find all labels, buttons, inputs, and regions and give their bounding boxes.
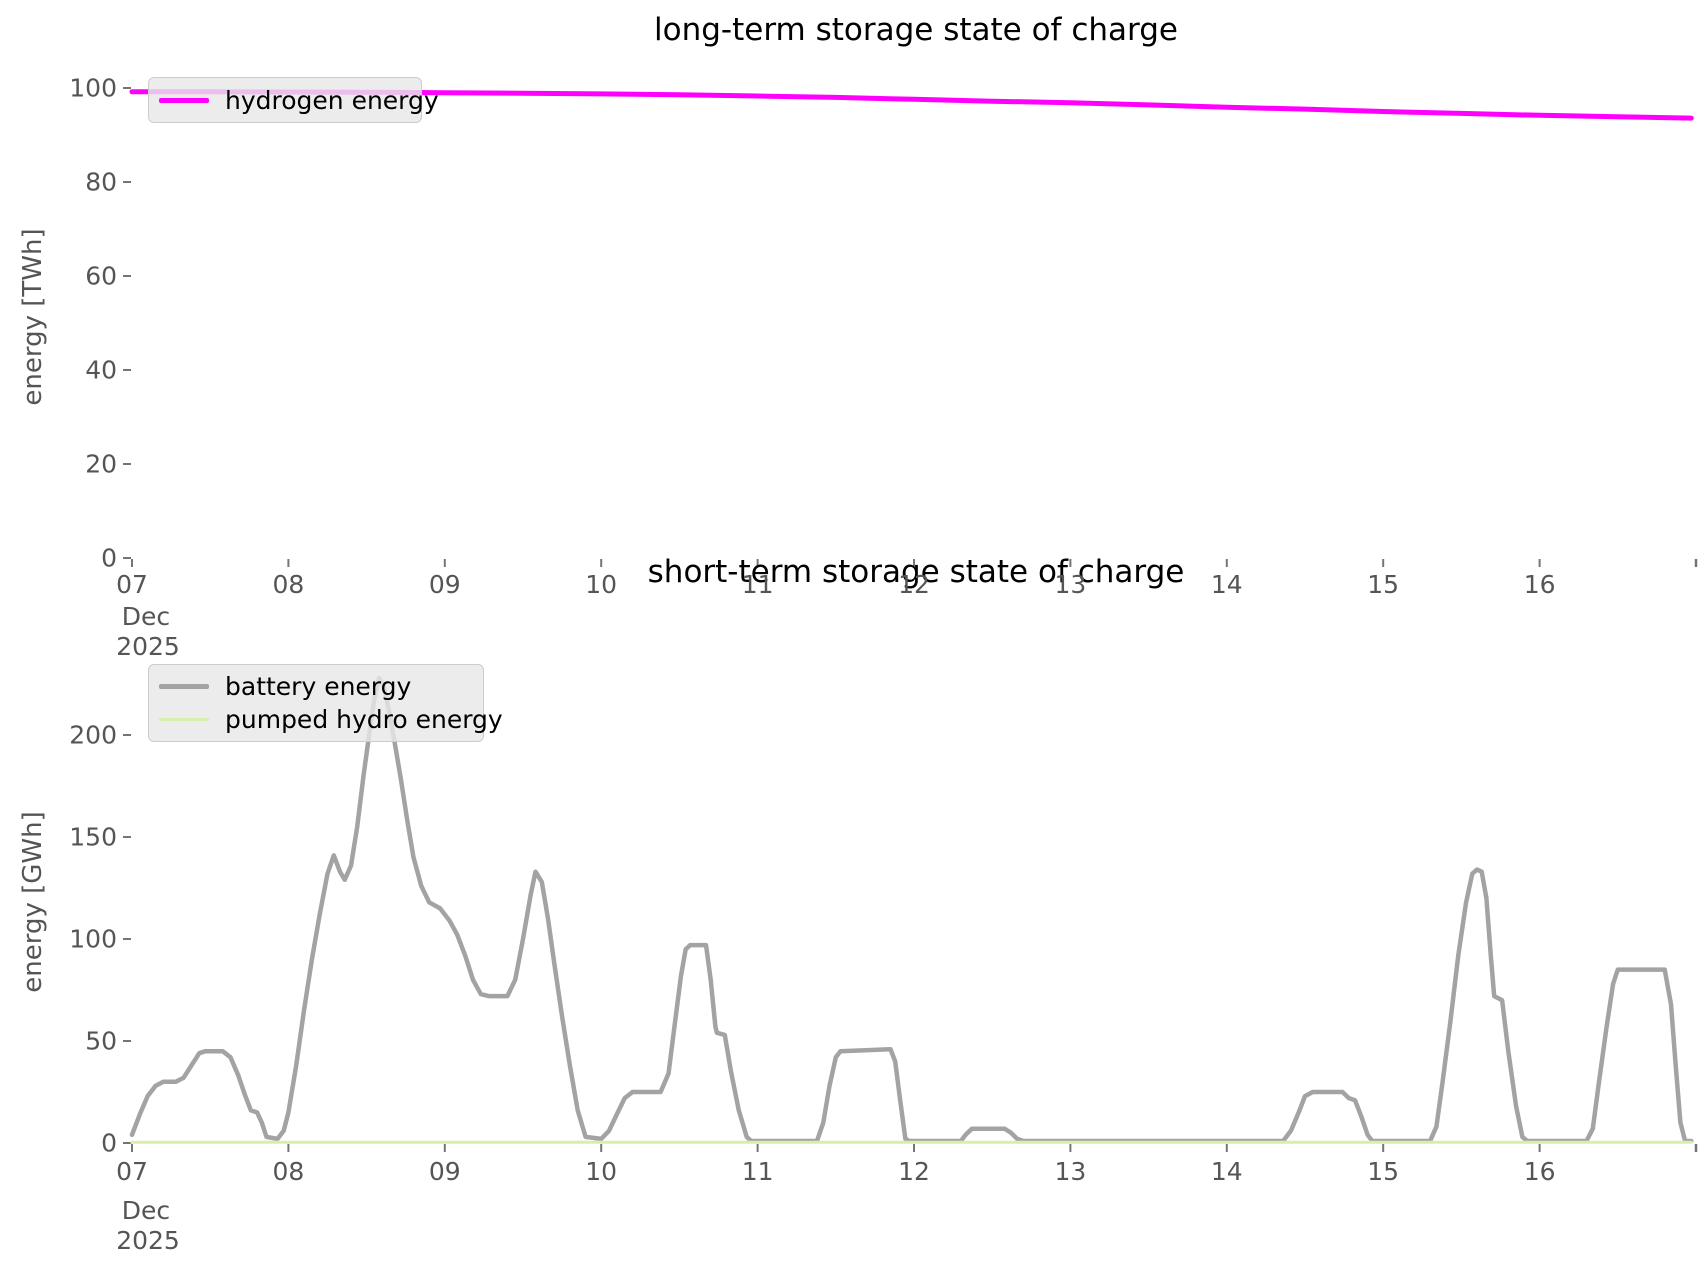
legend-line-sample — [159, 97, 209, 103]
y-tick-label-100: 100 — [69, 924, 117, 954]
long-term-legend: hydrogen energy — [148, 77, 439, 123]
y-tick-label-80: 80 — [85, 167, 117, 197]
y-tick-label-150: 150 — [69, 822, 117, 852]
x-tick-label-09: 09 — [428, 570, 461, 599]
y-tick-label-20: 20 — [85, 449, 117, 479]
x-tick-label-14: 14 — [1210, 1157, 1243, 1186]
x-tick-label-09: 09 — [428, 1157, 461, 1186]
x-axis-year-label: 2025 — [116, 632, 180, 661]
y-tick-label-100: 100 — [69, 73, 117, 103]
x-tick-label-12: 12 — [898, 570, 930, 599]
short-term-legend: battery energy pumped hydro energy — [148, 664, 503, 742]
x-axis-year-label: 2025 — [116, 1226, 180, 1255]
series-line-battery-energy — [129, 675, 1694, 1144]
y-tick-label-50: 50 — [85, 1026, 117, 1056]
x-tick-label-16: 16 — [1523, 1157, 1556, 1186]
y-tick-label-60: 60 — [85, 261, 117, 291]
x-tick-label-15: 15 — [1367, 1157, 1400, 1186]
x-tick-label-07: 07 — [116, 570, 148, 599]
y-tick-label-0: 0 — [101, 543, 117, 573]
legend-label: pumped hydro energy — [225, 705, 503, 735]
x-tick-label-07: 07 — [116, 1157, 148, 1186]
x-tick-label-10: 10 — [585, 1157, 618, 1186]
legend-label: battery energy — [225, 671, 412, 701]
x-tick-label-11: 11 — [741, 570, 774, 599]
x-tick-label-08: 08 — [272, 570, 305, 599]
x-tick-label-08: 08 — [272, 1157, 305, 1186]
x-tick-label-11: 11 — [741, 1157, 774, 1186]
legend-row: battery energy — [159, 671, 469, 702]
x-axis-month-label: Dec — [121, 602, 171, 631]
y-tick-label-200: 200 — [69, 720, 117, 750]
x-tick-label-13: 13 — [1054, 1157, 1087, 1186]
legend-row: hydrogen energy — [159, 85, 439, 116]
legend-line-sample — [159, 684, 209, 689]
legend-line-sample — [159, 718, 209, 722]
x-tick-label-16: 16 — [1523, 570, 1556, 599]
x-tick-label-14: 14 — [1210, 570, 1243, 599]
x-tick-label-15: 15 — [1367, 570, 1400, 599]
x-tick-label-13: 13 — [1054, 570, 1087, 599]
legend-row: pumped hydro energy — [159, 705, 503, 736]
legend-label: hydrogen energy — [225, 85, 439, 115]
short-term-chart-title: short-term storage state of charge — [647, 554, 1185, 590]
y-tick-label-40: 40 — [85, 355, 117, 385]
y-tick-label-0: 0 — [101, 1128, 117, 1158]
long-term-chart-title: long-term storage state of charge — [654, 12, 1178, 48]
x-axis-month-label: Dec — [121, 1196, 171, 1225]
x-tick-label-12: 12 — [898, 1157, 930, 1186]
x-tick-label-10: 10 — [585, 570, 618, 599]
